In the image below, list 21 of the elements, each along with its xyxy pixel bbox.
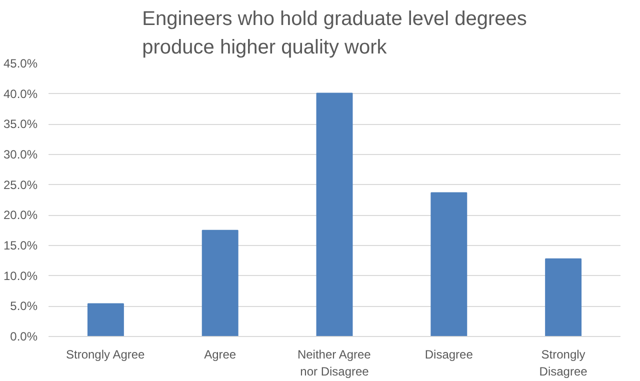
x-tick-label: Strongly Agree xyxy=(66,348,146,362)
y-tick-label: 40.0% xyxy=(3,86,38,101)
x-tick-label: Strongly Disagree xyxy=(539,348,588,378)
bar xyxy=(202,230,238,336)
y-tick-label: 0.0% xyxy=(10,330,38,344)
y-tick-label: 5.0% xyxy=(10,299,38,314)
bar xyxy=(545,258,582,336)
y-tick-label: 20.0% xyxy=(3,208,38,222)
chart-title: Engineers who hold graduate level degrees produce higher quality work xyxy=(142,8,527,58)
y-tick-label: 35.0% xyxy=(3,117,38,132)
x-tick-label: Neither Agree nor Disagree xyxy=(297,348,372,378)
y-tick-label: 10.0% xyxy=(3,268,38,283)
y-tick-label: 30.0% xyxy=(3,148,38,162)
bar xyxy=(87,303,124,336)
x-tick-label: Agree xyxy=(204,348,236,362)
y-tick-label: 25.0% xyxy=(3,178,38,192)
x-tick-label: Disagree xyxy=(424,348,474,362)
y-tick-label: 45.0% xyxy=(3,56,38,70)
y-tick-label: 15.0% xyxy=(3,238,38,252)
bar xyxy=(430,192,468,336)
bar xyxy=(316,92,353,336)
